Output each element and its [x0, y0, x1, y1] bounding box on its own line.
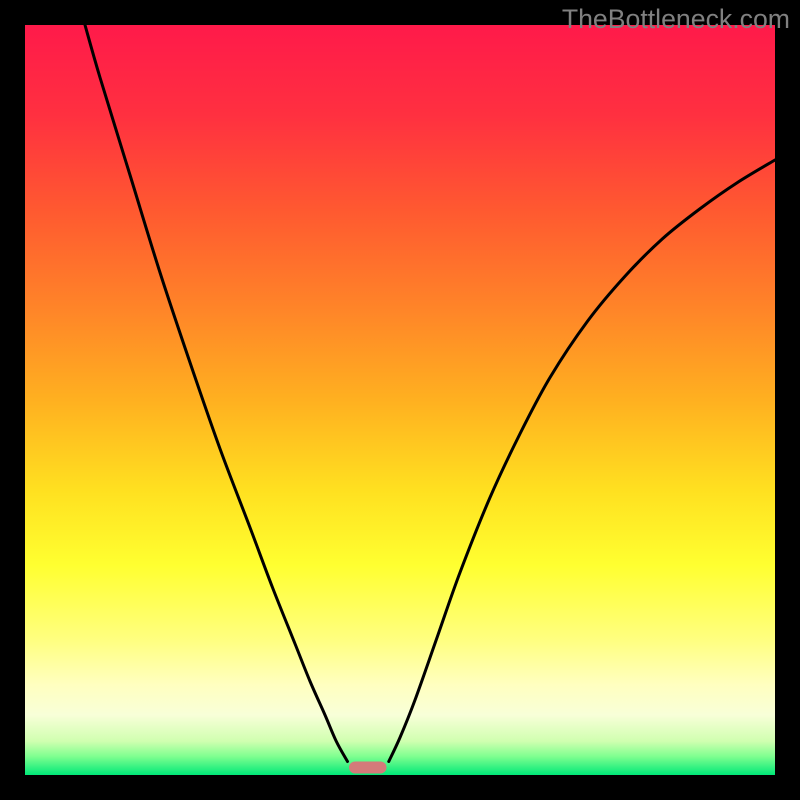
- chart-container: TheBottleneck.com: [0, 0, 800, 800]
- valley-marker: [349, 762, 387, 774]
- watermark-text: TheBottleneck.com: [562, 4, 790, 35]
- chart-background: [25, 25, 775, 775]
- bottleneck-chart: [0, 0, 800, 800]
